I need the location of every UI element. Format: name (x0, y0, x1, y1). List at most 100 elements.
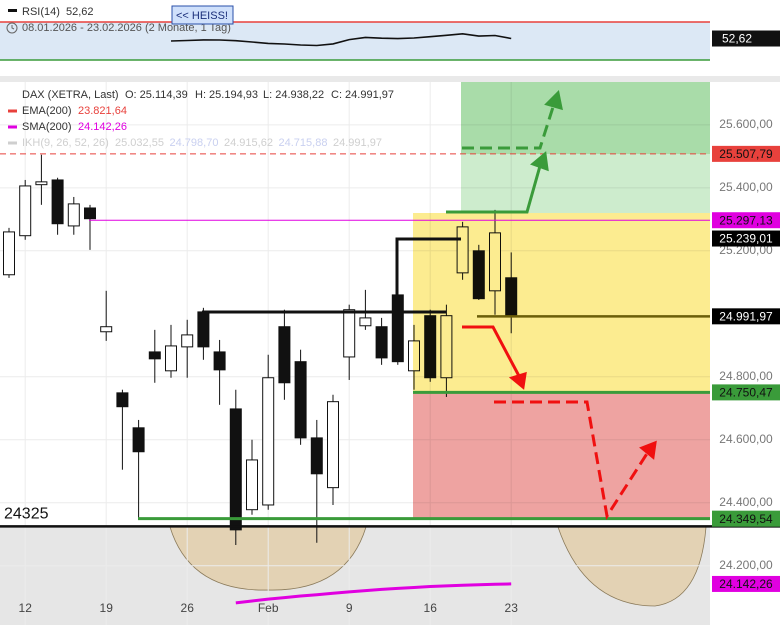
y-tick-label: 24.800,00 (719, 369, 773, 383)
candle-body (294, 361, 307, 439)
y-tick-label: 25.600,00 (719, 117, 773, 131)
candle-body (3, 231, 15, 276)
header-value: L: 24.938,22 (263, 89, 324, 101)
legend-swatch (8, 109, 17, 113)
y-tick-label: 25.400,00 (719, 180, 773, 194)
zones (413, 82, 710, 520)
x-tick-label: 12 (19, 601, 33, 615)
candle-body (67, 203, 80, 227)
resistance-line (395, 237, 461, 295)
arrow-head (544, 89, 563, 111)
header-value: H: 25.194,93 (195, 89, 258, 101)
legend-value: 24.142,26 (78, 121, 127, 133)
legend-swatch (8, 125, 17, 129)
candle-body (197, 311, 210, 348)
x-tick-label: 23 (505, 601, 519, 615)
price-marker-label: 25.507,79 (719, 147, 773, 161)
arrow-head (639, 440, 657, 460)
header-value: O: 25.114,39 (125, 89, 188, 101)
legend-value: 24.991,97 (333, 137, 382, 149)
price-marker (712, 308, 780, 325)
legend-value: 24.915,62 (224, 137, 273, 149)
legend-value: 23.821,64 (78, 105, 127, 117)
rsi-band (0, 22, 710, 60)
legend-value: 24.715,88 (279, 137, 328, 149)
target-zone (461, 82, 710, 154)
price-marker-label: 25.239,01 (719, 232, 773, 246)
down-up-arrow-dashed (494, 400, 650, 521)
candle-body (51, 179, 64, 225)
instrument-title: DAX (XETRA, Last) (22, 89, 119, 101)
price-marker-label: 24.349,54 (719, 512, 773, 526)
heiss-button[interactable] (171, 5, 234, 25)
x-tick-label: Feb (258, 601, 279, 615)
annotations (202, 89, 657, 521)
price-marker (712, 230, 780, 247)
rsi-title: RSI(14) (22, 6, 60, 18)
rsi-value: 52,62 (66, 6, 94, 18)
candle-body (116, 392, 129, 408)
candle-body (181, 334, 194, 348)
candle-body (246, 459, 258, 511)
rsi-marker-label: 52,62 (722, 32, 752, 46)
legend: DAX (XETRA, Last) O: 25.114,39 H: 25.194… (22, 89, 394, 101)
candle-body (229, 408, 242, 531)
header-value: C: 24.991,97 (331, 89, 394, 101)
up-arrow (446, 165, 542, 214)
sma-line (235, 582, 512, 605)
candle-body (35, 181, 48, 186)
price-marker (712, 510, 780, 527)
price-marker-label: 24.991,97 (719, 310, 773, 324)
candle-body (165, 345, 177, 372)
y-tick-label: 24.400,00 (719, 495, 773, 509)
price-marker (712, 384, 780, 401)
clock-icon (11, 25, 15, 30)
price-marker (712, 575, 780, 592)
legend-name: IKH(9, 26, 52, 26) (22, 137, 109, 149)
candle-body (213, 351, 226, 371)
candle-body (148, 351, 161, 360)
y-tick-label: 24.600,00 (719, 432, 773, 446)
candle-body (375, 326, 388, 359)
x-tick-label: 19 (100, 601, 114, 615)
legend-name: EMA(200) (22, 105, 72, 117)
price-marker-label: 24.142,26 (719, 577, 773, 591)
legend-swatch (8, 9, 17, 12)
candle-body (343, 309, 356, 358)
price-marker-label: 24.750,47 (719, 386, 773, 400)
date-range: 08.01.2026 - 23.02.2026 (2 Monate, 1 Tag… (22, 22, 231, 34)
candle-body (132, 427, 145, 453)
candle-body (84, 207, 96, 220)
candle-body (262, 377, 275, 506)
y-tick-label: 24.200,00 (719, 558, 773, 572)
x-tick-label: 16 (424, 601, 438, 615)
candle-body (19, 185, 32, 237)
arrow-head (508, 371, 527, 390)
x-tick-label: 26 (181, 601, 195, 615)
heiss-button-label[interactable]: << HEISS! (176, 10, 228, 22)
panel-separator (0, 76, 780, 82)
price-marker (712, 145, 780, 162)
down-arrow (462, 325, 521, 377)
range-zone (413, 213, 710, 392)
clock-icon (6, 22, 18, 34)
arc-shape (557, 526, 707, 607)
legend-value: 25.032,55 (115, 137, 164, 149)
risk-zone (413, 392, 710, 520)
candle-body (310, 437, 323, 475)
candle-body (359, 317, 372, 327)
candle-body (327, 401, 339, 489)
legend-swatch (8, 141, 17, 145)
rsi-marker (712, 30, 780, 47)
rsi-line (170, 32, 512, 47)
up-arrow-dashed (462, 103, 556, 150)
target-zone (461, 154, 710, 213)
support-label: 24325 (4, 506, 49, 523)
price-marker (712, 212, 780, 229)
x-tick-label: 9 (346, 601, 353, 615)
legend-name: SMA(200) (22, 121, 72, 133)
candle-body (278, 326, 291, 384)
candle-body (391, 294, 404, 363)
arrow-head (530, 151, 549, 172)
